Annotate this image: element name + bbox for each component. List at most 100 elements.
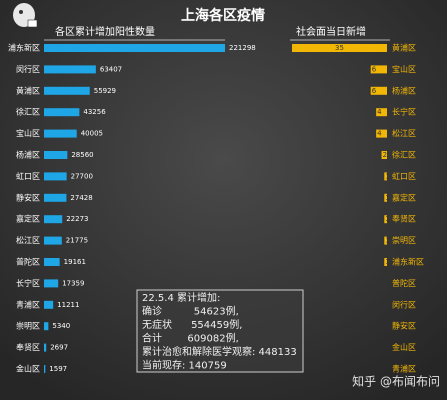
bar — [44, 279, 59, 288]
chart-title: 社会面当日新增 — [296, 25, 366, 38]
watermark: 知乎 @布闻布问 — [352, 375, 440, 389]
value-label: 2697 — [50, 344, 68, 352]
bar — [384, 193, 387, 202]
value-label: 35 — [335, 44, 344, 52]
summary-line: 无症状 554459例, — [142, 318, 242, 331]
category-label: 宝山区 — [16, 128, 40, 138]
category-label: 徐汇区 — [16, 107, 40, 117]
value-label: 11211 — [57, 301, 79, 309]
summary: 22.5.4 累计增加:确诊 54623例,无症状 554459例,合计 609… — [142, 291, 297, 372]
category-label: 金山区 — [392, 342, 416, 352]
value-label: 1 — [385, 215, 389, 223]
category-label: 嘉定区 — [16, 214, 40, 224]
value-label: 4 — [377, 108, 382, 116]
category-label: 浦东新区 — [392, 257, 424, 267]
category-label: 徐汇区 — [392, 150, 416, 160]
category-label: 普陀区 — [392, 278, 416, 288]
category-label: 长宁区 — [16, 278, 40, 288]
page-title: 上海各区疫情 — [181, 7, 265, 24]
bar — [384, 236, 387, 245]
logo — [13, 3, 38, 28]
value-label: 1597 — [49, 365, 67, 373]
category-label: 杨浦区 — [16, 150, 40, 160]
bar — [381, 151, 387, 159]
value-label: 6 — [372, 65, 377, 73]
category-label: 虹口区 — [16, 172, 40, 181]
bar — [44, 129, 77, 138]
category-label: 青浦区 — [16, 299, 40, 309]
bar — [44, 65, 96, 74]
bar — [44, 258, 60, 266]
summary-box — [136, 289, 304, 373]
value-label: 28560 — [71, 151, 93, 159]
bar — [44, 151, 68, 159]
value-label: 27428 — [70, 194, 92, 202]
bar — [44, 86, 90, 95]
bar — [384, 172, 387, 181]
category-label: 松江区 — [392, 128, 416, 138]
category-label: 奉贤区 — [16, 342, 40, 352]
bar — [44, 343, 47, 352]
category-label: 闵行区 — [392, 299, 416, 309]
summary-line: 22.5.4 累计增加: — [142, 291, 220, 304]
category-label: 金山区 — [16, 364, 40, 374]
summary-line: 当前现存: 140759 — [142, 359, 227, 372]
value-label: 21775 — [66, 237, 88, 245]
bar — [384, 215, 387, 224]
bar — [376, 129, 387, 138]
value-label: 2 — [383, 151, 387, 159]
value-label: 27700 — [71, 172, 93, 180]
category-label: 虹口区 — [392, 172, 416, 181]
category-label: 浦东新区 — [8, 43, 40, 53]
value-label: 22273 — [66, 215, 88, 223]
chart-title: 各区累计增加阳性数量 — [55, 25, 155, 38]
bar — [44, 322, 49, 331]
category-label: 长宁区 — [392, 107, 416, 117]
value-label: 1 — [385, 194, 389, 202]
bar — [44, 44, 225, 52]
value-label: 6 — [372, 87, 377, 95]
category-label: 黄浦区 — [16, 85, 40, 95]
value-label: 1 — [385, 237, 389, 245]
category-label: 黄浦区 — [392, 43, 416, 53]
category-label: 静安区 — [16, 192, 40, 202]
value-label: 55929 — [94, 87, 116, 95]
summary-line: 累计治愈和解除医学观察: 448133 — [142, 345, 297, 358]
category-label: 崇明区 — [16, 322, 40, 331]
category-label: 宝山区 — [392, 64, 416, 74]
bar — [384, 258, 387, 266]
bar — [44, 215, 63, 224]
bar — [370, 65, 387, 74]
bar — [292, 44, 387, 52]
bar — [44, 365, 46, 373]
category-label: 闵行区 — [16, 64, 40, 74]
value-label: 19161 — [64, 258, 86, 266]
bar — [376, 108, 387, 117]
value-label: 40005 — [81, 130, 103, 138]
category-label: 奉贤区 — [392, 214, 416, 224]
category-label: 普陀区 — [16, 257, 40, 267]
value-label: 221298 — [229, 44, 256, 52]
value-label: 43256 — [83, 108, 106, 116]
category-label: 崇明区 — [392, 236, 416, 245]
category-label: 杨浦区 — [392, 85, 416, 95]
value-label: 1 — [385, 172, 389, 180]
category-label: 嘉定区 — [392, 192, 416, 202]
summary-line: 确诊 54623例, — [142, 305, 239, 318]
category-label: 静安区 — [392, 321, 416, 331]
bar — [44, 172, 67, 181]
bar — [44, 108, 80, 117]
bar — [370, 86, 387, 95]
category-label: 青浦区 — [392, 364, 416, 374]
bar — [44, 193, 67, 202]
value-label: 5340 — [52, 322, 70, 330]
value-label: 4 — [377, 130, 382, 138]
bar — [44, 300, 54, 309]
bar — [44, 236, 62, 245]
category-label: 松江区 — [16, 235, 40, 245]
value-label: 1 — [385, 258, 389, 266]
summary-line: 合计 609082例, — [142, 332, 239, 345]
value-label: 17359 — [62, 279, 84, 287]
value-label: 63407 — [100, 65, 122, 73]
